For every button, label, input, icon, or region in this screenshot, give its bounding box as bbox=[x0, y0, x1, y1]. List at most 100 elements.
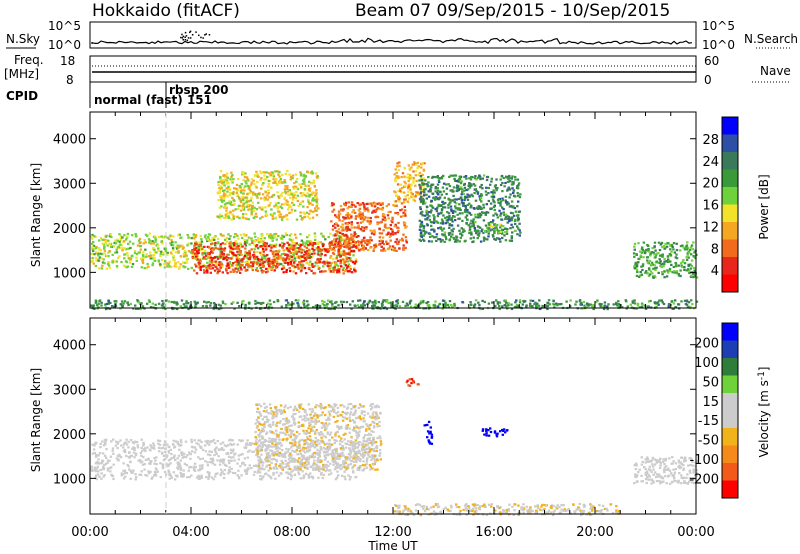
data-cell bbox=[267, 172, 271, 175]
data-cell bbox=[297, 244, 301, 247]
data-cell bbox=[681, 244, 684, 247]
data-cell bbox=[250, 206, 254, 209]
data-cell bbox=[105, 302, 109, 306]
data-cell bbox=[292, 251, 296, 254]
data-cell bbox=[103, 252, 106, 255]
data-cell bbox=[272, 471, 275, 475]
data-cell bbox=[127, 242, 130, 245]
data-cell bbox=[281, 191, 284, 194]
data-cell bbox=[672, 302, 676, 305]
data-cell bbox=[334, 452, 337, 455]
data-cell bbox=[479, 213, 483, 217]
data-cell bbox=[213, 463, 217, 466]
data-cell bbox=[679, 249, 682, 252]
data-cell bbox=[247, 185, 251, 188]
data-cell bbox=[94, 470, 97, 473]
data-cell bbox=[289, 193, 292, 196]
data-cell bbox=[422, 182, 426, 185]
data-cell bbox=[252, 192, 255, 195]
data-cell bbox=[420, 176, 423, 179]
data-cell bbox=[405, 241, 408, 244]
data-cell bbox=[263, 178, 266, 181]
data-cell bbox=[422, 202, 425, 205]
data-cell bbox=[271, 217, 275, 220]
data-cell bbox=[109, 301, 112, 304]
data-cell bbox=[404, 176, 407, 179]
data-cell bbox=[116, 459, 120, 462]
nsearch-dot bbox=[205, 33, 207, 35]
data-cell bbox=[262, 253, 265, 256]
data-cell bbox=[142, 448, 146, 451]
data-cell bbox=[645, 248, 648, 251]
data-cell bbox=[256, 250, 259, 254]
data-cell bbox=[112, 438, 115, 441]
data-cell bbox=[107, 299, 110, 302]
data-cell bbox=[168, 463, 171, 466]
data-cell bbox=[252, 464, 256, 467]
data-cell bbox=[223, 473, 226, 476]
data-cell bbox=[319, 250, 322, 253]
data-cell bbox=[340, 234, 343, 237]
data-cell bbox=[313, 252, 316, 255]
data-cell bbox=[654, 256, 657, 259]
data-cell bbox=[146, 302, 149, 305]
data-cell bbox=[101, 242, 104, 245]
data-cell bbox=[477, 216, 480, 219]
data-cell bbox=[458, 178, 461, 181]
data-cell bbox=[439, 240, 443, 243]
data-cell bbox=[101, 238, 104, 241]
data-cell bbox=[686, 246, 690, 249]
data-cell bbox=[661, 273, 664, 276]
data-cell bbox=[441, 222, 445, 225]
data-cell bbox=[335, 263, 338, 266]
data-cell bbox=[240, 183, 243, 186]
data-cell bbox=[205, 237, 208, 240]
data-cell bbox=[661, 301, 664, 304]
data-cell bbox=[335, 222, 338, 225]
data-cell bbox=[690, 274, 693, 277]
data-cell bbox=[164, 299, 168, 302]
data-cell bbox=[307, 263, 311, 266]
data-cell bbox=[552, 300, 555, 303]
data-cell bbox=[307, 184, 310, 187]
data-cell bbox=[201, 252, 204, 255]
data-cell bbox=[360, 216, 363, 219]
y-tick-label: 4000 bbox=[53, 133, 86, 148]
data-cell bbox=[280, 305, 283, 308]
data-cell bbox=[180, 473, 183, 476]
data-cell bbox=[365, 227, 368, 230]
data-cell bbox=[316, 175, 319, 178]
data-cell bbox=[232, 252, 235, 255]
data-cell bbox=[465, 211, 468, 214]
data-cell bbox=[396, 211, 399, 215]
data-cell bbox=[218, 248, 221, 251]
data-cell bbox=[363, 240, 366, 243]
data-cell bbox=[512, 214, 516, 217]
data-cell bbox=[223, 216, 226, 220]
data-cell bbox=[124, 451, 127, 454]
data-cell bbox=[287, 473, 290, 476]
data-cell bbox=[309, 260, 312, 263]
data-cell bbox=[253, 257, 257, 260]
data-cell bbox=[154, 467, 158, 470]
data-cell bbox=[104, 242, 107, 245]
data-cell bbox=[166, 262, 169, 265]
data-cell bbox=[309, 171, 312, 174]
data-cell bbox=[350, 271, 353, 274]
data-cell bbox=[274, 265, 278, 268]
data-cell bbox=[224, 303, 227, 306]
data-cell bbox=[257, 258, 260, 261]
data-cell bbox=[118, 255, 121, 258]
data-cell bbox=[313, 249, 316, 252]
data-cell bbox=[328, 261, 331, 264]
data-cell bbox=[507, 186, 511, 189]
data-cell bbox=[457, 217, 460, 220]
data-cell bbox=[148, 239, 151, 242]
data-cell bbox=[325, 466, 328, 469]
data-cell bbox=[312, 468, 315, 471]
data-cell bbox=[384, 218, 387, 221]
data-cell bbox=[160, 304, 164, 307]
data-cell bbox=[250, 178, 253, 181]
data-cell bbox=[223, 196, 226, 199]
data-cell bbox=[216, 257, 220, 260]
